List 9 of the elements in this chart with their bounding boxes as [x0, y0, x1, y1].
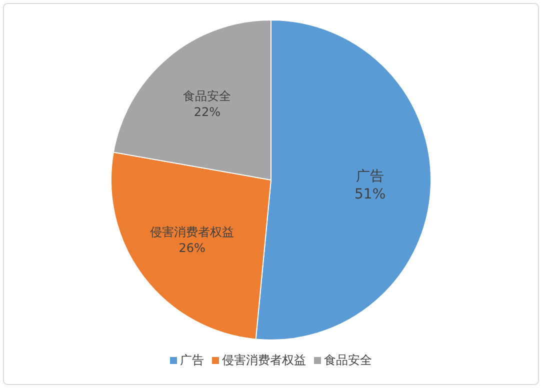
slice-label: 食品安全 — [183, 89, 232, 104]
data-label: 22% — [194, 105, 221, 120]
legend-label: 食品安全 — [324, 353, 372, 367]
legend-label: 广告 — [180, 353, 204, 367]
slice-label: 广告 — [356, 168, 384, 185]
slice-label: 侵害消费者权益 — [150, 225, 234, 240]
data-label: 26% — [178, 241, 206, 256]
data-label: 51% — [354, 186, 386, 203]
legend-label: 侵害消费者权益 — [222, 353, 306, 367]
